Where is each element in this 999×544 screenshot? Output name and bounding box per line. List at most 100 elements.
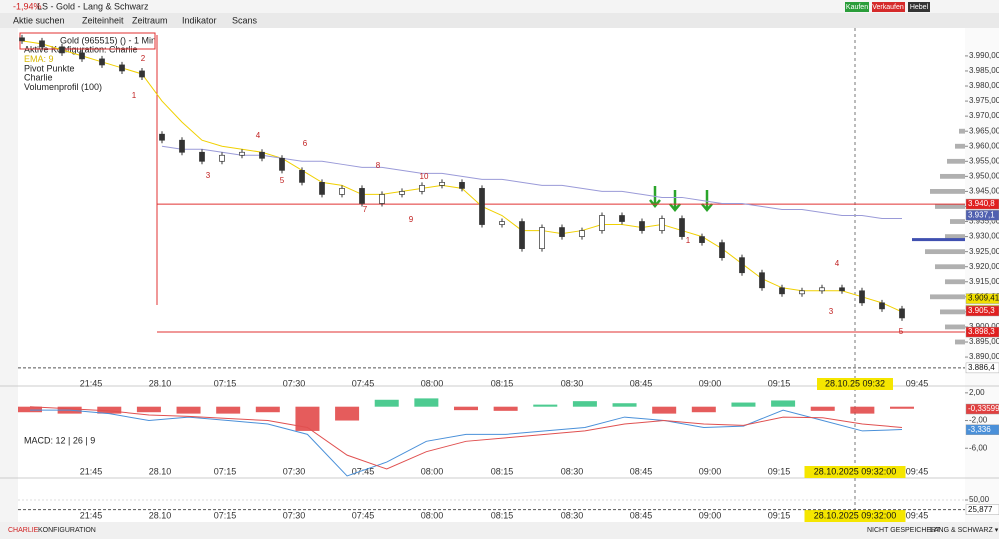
candle bbox=[280, 158, 285, 170]
volume-bar bbox=[947, 159, 965, 164]
buy-label[interactable]: Kaufen bbox=[846, 4, 868, 11]
candle bbox=[20, 38, 25, 41]
x-tick-label: 09:45 bbox=[906, 510, 929, 520]
broker[interactable]: LANG & SCHWARZ ▾ bbox=[930, 527, 999, 534]
x-tick-label: 08:30 bbox=[561, 510, 584, 520]
toolbar-item[interactable]: Zeitraum bbox=[132, 15, 168, 25]
toolbar-item[interactable]: Scans bbox=[232, 15, 258, 25]
candle bbox=[60, 47, 65, 53]
volume-bar bbox=[955, 144, 965, 149]
y-tick-label: 3.975,00 bbox=[969, 96, 999, 105]
volume-bar bbox=[940, 309, 965, 314]
x-tick-label: 21:45 bbox=[80, 510, 103, 520]
x-tick-label: 08:15 bbox=[491, 378, 514, 388]
candle bbox=[100, 59, 105, 65]
histogram-bar bbox=[454, 407, 478, 410]
x-tick-label: 08:45 bbox=[630, 378, 653, 388]
candle bbox=[200, 152, 205, 161]
candle bbox=[680, 219, 685, 237]
candle bbox=[740, 258, 745, 273]
candle bbox=[40, 41, 45, 47]
candle bbox=[660, 219, 665, 231]
volume-bar bbox=[945, 325, 965, 330]
wave-label: 3 bbox=[829, 307, 834, 316]
x-tick-label: 08:15 bbox=[491, 510, 514, 520]
line bbox=[162, 146, 902, 218]
legend-text: Volumenprofil (100) bbox=[24, 82, 102, 92]
price-marker-label: 3.898,3 bbox=[968, 327, 995, 336]
y-tick-label: 3.985,00 bbox=[969, 66, 999, 75]
candle bbox=[80, 53, 85, 59]
y-tick-label: 3.925,00 bbox=[969, 247, 999, 256]
arrows bbox=[650, 186, 712, 210]
toolbar-item[interactable]: Indikator bbox=[182, 15, 217, 25]
cursor-label: 28.10.2025 09:32:00 bbox=[814, 466, 897, 476]
wave-label: 3 bbox=[206, 171, 211, 180]
histogram-bar bbox=[811, 407, 835, 411]
wave-label: 1 bbox=[686, 236, 691, 245]
x-tick-label: 08:00 bbox=[421, 378, 444, 388]
x-tick-label: 28.10 bbox=[149, 378, 172, 388]
candle bbox=[600, 216, 605, 231]
wave-label: 10 bbox=[420, 172, 429, 181]
x-tick-label: 08:15 bbox=[491, 466, 514, 476]
candle bbox=[120, 65, 125, 71]
toolbar-item[interactable]: Zeiteinheit bbox=[82, 15, 124, 25]
x-tick-label: 09:15 bbox=[768, 466, 791, 476]
candle bbox=[140, 71, 145, 77]
price-marker-label: 25,877 bbox=[968, 505, 993, 514]
x-tick-label: 09:45 bbox=[906, 466, 929, 476]
candle bbox=[580, 231, 585, 237]
candle bbox=[880, 303, 885, 309]
histogram-bar bbox=[850, 407, 874, 414]
volume-bar bbox=[940, 174, 965, 179]
candle bbox=[800, 291, 805, 294]
volume-bar bbox=[950, 219, 965, 224]
candle bbox=[260, 152, 265, 158]
y-tick-label: 3.915,00 bbox=[969, 277, 999, 286]
x-tick-label: 08:45 bbox=[630, 510, 653, 520]
candle bbox=[560, 228, 565, 237]
footer-tab[interactable]: CHARLIE bbox=[8, 527, 39, 534]
histogram-bar bbox=[613, 403, 637, 406]
price-marker-label: 3.909,41 bbox=[968, 294, 999, 303]
y-tick-label: -6,00 bbox=[969, 443, 988, 452]
histogram-bar bbox=[890, 407, 914, 409]
volume-bar bbox=[935, 264, 965, 269]
window-title: LS - Gold - Lang & Schwarz bbox=[37, 1, 149, 11]
x-tick-label: 07:15 bbox=[214, 466, 237, 476]
y-tick-label: 50,00 bbox=[969, 495, 990, 504]
poc-bar bbox=[912, 238, 965, 241]
candle bbox=[700, 237, 705, 243]
wave-label: 8 bbox=[376, 161, 381, 170]
x-tick-label: 07:30 bbox=[283, 378, 306, 388]
histogram-bar bbox=[414, 398, 438, 406]
search[interactable]: Aktie suchen bbox=[13, 15, 65, 25]
x-tick-label: 08:45 bbox=[630, 466, 653, 476]
sell-label[interactable]: Verkaufen bbox=[872, 4, 904, 11]
candle bbox=[300, 170, 305, 182]
candle bbox=[640, 222, 645, 231]
price-marker-label: -3,336 bbox=[968, 425, 991, 434]
histogram-bar bbox=[533, 405, 557, 407]
price-marker-label: 3.940,8 bbox=[968, 199, 995, 208]
wave-label: 4 bbox=[256, 131, 261, 140]
cursor-label: 28.10.2025 09:32:00 bbox=[814, 510, 897, 520]
price-marker-label: 3.886,4 bbox=[968, 363, 995, 372]
footer-tab[interactable]: KONFIGURATION bbox=[38, 527, 96, 534]
x-tick-label: 09:15 bbox=[768, 510, 791, 520]
candle bbox=[820, 288, 825, 291]
histogram-bar bbox=[494, 407, 518, 411]
x-tick-label: 09:00 bbox=[699, 378, 722, 388]
x-tick-label: 08:30 bbox=[561, 378, 584, 388]
candle bbox=[160, 134, 165, 140]
y-tick-label: 3.895,00 bbox=[969, 337, 999, 346]
histogram-bar bbox=[652, 407, 676, 414]
x-tick-label: 07:15 bbox=[214, 510, 237, 520]
candle bbox=[440, 182, 445, 185]
x-tick-label: 21:45 bbox=[80, 378, 103, 388]
candle bbox=[400, 191, 405, 194]
line bbox=[30, 407, 902, 469]
lever-label[interactable]: Hebel bbox=[910, 4, 929, 11]
